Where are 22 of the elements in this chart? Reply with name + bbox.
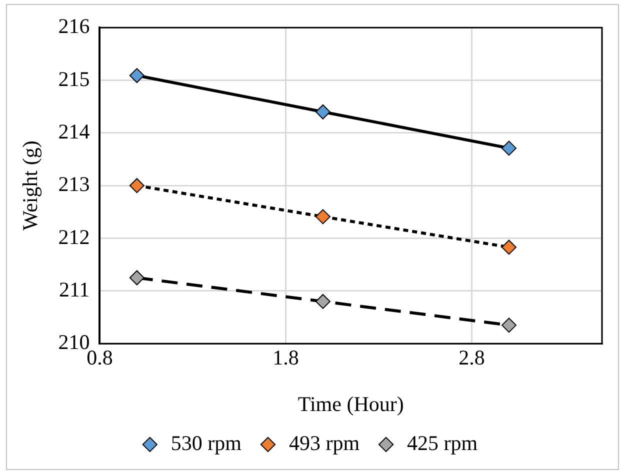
x-tick-label: 2.8 bbox=[458, 346, 485, 370]
point bbox=[129, 270, 144, 286]
y-tick-label: 215 bbox=[58, 66, 90, 91]
point bbox=[501, 318, 516, 333]
y-tick-label: 212 bbox=[58, 224, 90, 249]
y-tick-label: 214 bbox=[58, 119, 90, 144]
y-tick-label: 213 bbox=[58, 172, 90, 196]
point bbox=[501, 240, 516, 255]
y-axis-title: Weight (g) bbox=[18, 140, 42, 231]
point bbox=[315, 104, 330, 120]
y-tick-label: 216 bbox=[58, 14, 90, 38]
legend-label: 493 rpm bbox=[288, 431, 360, 456]
point bbox=[129, 178, 144, 194]
legend-label: 425 rpm bbox=[407, 431, 478, 456]
point bbox=[129, 68, 144, 84]
point bbox=[315, 294, 330, 309]
legend-label: 530 rpm bbox=[170, 431, 242, 456]
point bbox=[501, 140, 516, 156]
point bbox=[315, 209, 330, 224]
y-tick-label: 211 bbox=[58, 277, 90, 302]
x-axis-title: Time (Hour) bbox=[298, 392, 404, 416]
x-tick-label: 1.8 bbox=[272, 346, 299, 370]
